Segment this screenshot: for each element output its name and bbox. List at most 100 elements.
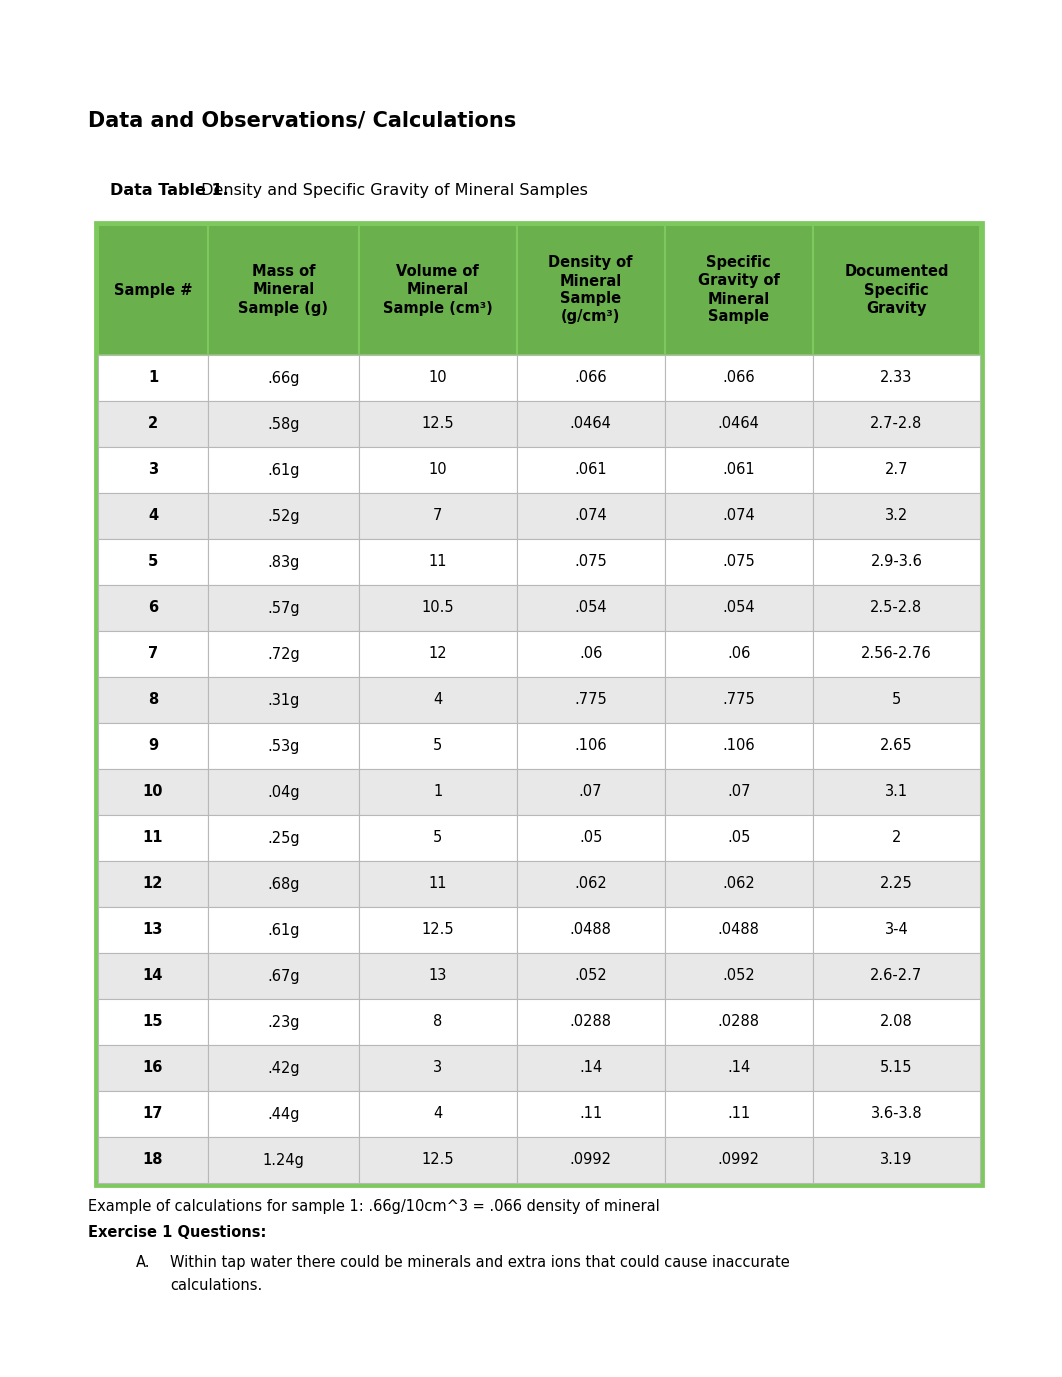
Text: .775: .775 bbox=[722, 693, 755, 708]
Bar bbox=[98, 585, 208, 631]
Bar bbox=[665, 768, 812, 815]
Bar bbox=[812, 723, 980, 768]
Bar bbox=[812, 998, 980, 1045]
Bar bbox=[665, 953, 812, 998]
Bar bbox=[98, 401, 208, 448]
Bar bbox=[516, 998, 665, 1045]
Text: .67g: .67g bbox=[267, 968, 299, 983]
Text: .05: .05 bbox=[579, 830, 602, 845]
Text: Density of
Mineral
Sample
(g/cm³): Density of Mineral Sample (g/cm³) bbox=[548, 256, 633, 325]
Text: .07: .07 bbox=[727, 785, 751, 800]
Text: .0488: .0488 bbox=[569, 923, 612, 938]
Bar bbox=[665, 1137, 812, 1183]
Bar bbox=[359, 1045, 516, 1091]
Text: 5: 5 bbox=[148, 555, 158, 570]
Text: 2.7: 2.7 bbox=[885, 463, 908, 478]
Bar bbox=[98, 907, 208, 953]
Bar bbox=[208, 355, 359, 401]
Text: .42g: .42g bbox=[267, 1060, 299, 1075]
Text: 18: 18 bbox=[142, 1153, 164, 1168]
Text: .075: .075 bbox=[575, 555, 607, 570]
Text: 2.08: 2.08 bbox=[880, 1015, 912, 1030]
Bar bbox=[812, 768, 980, 815]
Bar bbox=[812, 907, 980, 953]
Bar bbox=[812, 448, 980, 493]
Bar bbox=[208, 677, 359, 723]
Bar bbox=[98, 861, 208, 907]
Text: Exercise 1 Questions:: Exercise 1 Questions: bbox=[88, 1226, 267, 1241]
Bar bbox=[812, 815, 980, 861]
Text: .11: .11 bbox=[579, 1107, 602, 1121]
Bar bbox=[812, 1091, 980, 1137]
Text: 3.6-3.8: 3.6-3.8 bbox=[871, 1107, 922, 1121]
Bar bbox=[359, 538, 516, 585]
Text: 4: 4 bbox=[148, 508, 158, 523]
Bar bbox=[208, 401, 359, 448]
Text: Sample #: Sample # bbox=[114, 282, 192, 297]
Text: Mass of
Mineral
Sample (g): Mass of Mineral Sample (g) bbox=[238, 264, 328, 315]
Text: .58g: .58g bbox=[268, 416, 299, 431]
Bar bbox=[359, 1091, 516, 1137]
Bar bbox=[359, 998, 516, 1045]
Bar bbox=[208, 493, 359, 538]
Text: 14: 14 bbox=[142, 968, 164, 983]
Bar bbox=[98, 953, 208, 998]
Bar bbox=[359, 448, 516, 493]
Bar bbox=[359, 907, 516, 953]
Text: 3: 3 bbox=[148, 463, 158, 478]
Text: 2.7-2.8: 2.7-2.8 bbox=[870, 416, 923, 431]
Bar bbox=[812, 677, 980, 723]
Bar bbox=[208, 861, 359, 907]
Text: 10: 10 bbox=[428, 370, 447, 386]
Bar bbox=[208, 815, 359, 861]
Text: 1: 1 bbox=[433, 785, 443, 800]
Text: 12.5: 12.5 bbox=[422, 416, 455, 431]
Text: .0464: .0464 bbox=[569, 416, 612, 431]
Bar bbox=[665, 631, 812, 677]
Text: .06: .06 bbox=[579, 646, 602, 661]
Bar bbox=[208, 1137, 359, 1183]
Text: 3.1: 3.1 bbox=[885, 785, 908, 800]
Bar bbox=[98, 1045, 208, 1091]
Bar bbox=[516, 448, 665, 493]
Text: .23g: .23g bbox=[268, 1015, 299, 1030]
Text: 2.25: 2.25 bbox=[880, 877, 912, 891]
Bar bbox=[359, 401, 516, 448]
Bar bbox=[208, 448, 359, 493]
Text: 2.5-2.8: 2.5-2.8 bbox=[871, 600, 923, 616]
Text: .0992: .0992 bbox=[718, 1153, 759, 1168]
Bar bbox=[665, 1045, 812, 1091]
Text: .14: .14 bbox=[579, 1060, 602, 1075]
Text: .106: .106 bbox=[575, 738, 606, 753]
Bar bbox=[812, 538, 980, 585]
Text: .052: .052 bbox=[722, 968, 755, 983]
Text: 7: 7 bbox=[148, 646, 158, 661]
Bar bbox=[516, 631, 665, 677]
Text: .062: .062 bbox=[575, 877, 607, 891]
Text: .04g: .04g bbox=[267, 785, 299, 800]
Text: A.: A. bbox=[136, 1254, 151, 1270]
Bar bbox=[208, 907, 359, 953]
Text: 2: 2 bbox=[148, 416, 158, 431]
Bar bbox=[208, 953, 359, 998]
Text: 1: 1 bbox=[148, 370, 158, 386]
Text: .106: .106 bbox=[722, 738, 755, 753]
Text: Density and Specific Gravity of Mineral Samples: Density and Specific Gravity of Mineral … bbox=[196, 183, 588, 198]
Text: 4: 4 bbox=[433, 1107, 443, 1121]
Bar bbox=[516, 401, 665, 448]
Text: Data and Observations/ Calculations: Data and Observations/ Calculations bbox=[88, 110, 516, 129]
Text: .061: .061 bbox=[722, 463, 755, 478]
Text: 11: 11 bbox=[428, 877, 447, 891]
Bar bbox=[98, 631, 208, 677]
Text: .775: .775 bbox=[575, 693, 607, 708]
Bar bbox=[359, 1137, 516, 1183]
Bar bbox=[665, 677, 812, 723]
Bar bbox=[665, 401, 812, 448]
Bar bbox=[665, 907, 812, 953]
Bar bbox=[95, 222, 983, 1186]
Bar bbox=[665, 493, 812, 538]
Bar bbox=[812, 224, 980, 355]
Text: .074: .074 bbox=[722, 508, 755, 523]
Text: .57g: .57g bbox=[267, 600, 299, 616]
Bar bbox=[208, 1091, 359, 1137]
